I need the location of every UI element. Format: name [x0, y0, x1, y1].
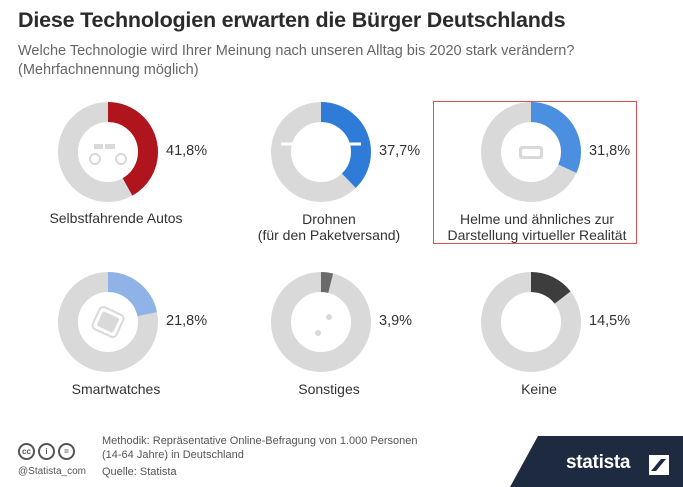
page-title: Diese Technologien erwarten die Bürger D… — [18, 8, 566, 32]
cc-icon: cc — [18, 443, 35, 460]
donut-slice — [481, 102, 581, 202]
category-label: Helme und ähnliches zur Darstellung virtu… — [447, 211, 627, 243]
donut-2 — [481, 102, 581, 202]
vr-headset-icon — [512, 137, 546, 172]
value-label: 41,8% — [166, 143, 208, 159]
drone-icon — [281, 142, 361, 169]
statista-logo-icon — [649, 455, 669, 475]
source-note: Quelle: Statista — [102, 466, 177, 478]
donut-slice — [481, 272, 581, 372]
brand-logo-text: statista — [566, 452, 631, 473]
category-label: Smartwatches — [71, 381, 161, 397]
donut-slice — [58, 272, 158, 372]
by-icon: i — [38, 443, 55, 460]
category-label: Selbstfahrende Autos — [49, 210, 183, 226]
license-icons: cc i = — [18, 443, 75, 460]
statista-handle: @Statista_com — [18, 466, 86, 477]
donut-track — [271, 272, 371, 372]
donut-1 — [271, 102, 371, 202]
value-label: 3,9% — [379, 313, 413, 329]
donut-slice — [271, 102, 371, 202]
category-label: Sonstiges — [298, 381, 360, 397]
value-label: 14,5% — [589, 313, 631, 329]
devices-icon — [305, 310, 335, 339]
nd-icon: = — [58, 443, 75, 460]
category-label: Drohnen (für den Paketversand) — [257, 211, 401, 243]
donut-slice — [58, 102, 158, 202]
donut-4 — [271, 272, 371, 372]
donut-slice — [271, 272, 371, 372]
highlight-box — [433, 101, 637, 244]
value-label: 31,8% — [589, 143, 631, 159]
car-icon — [84, 142, 132, 165]
donut-5 — [481, 272, 581, 372]
methodology-note: Methodik: Repräsentative Online-Befragun… — [102, 435, 418, 461]
value-label: 37,7% — [379, 143, 421, 159]
donut-3 — [58, 272, 158, 372]
smartwatch-icon — [91, 297, 125, 347]
donut-0 — [58, 102, 158, 202]
category-label: Keine — [521, 381, 557, 397]
page-subtitle: Welche Technologie wird Ihrer Meinung na… — [18, 43, 575, 78]
value-label: 21,8% — [166, 313, 208, 329]
